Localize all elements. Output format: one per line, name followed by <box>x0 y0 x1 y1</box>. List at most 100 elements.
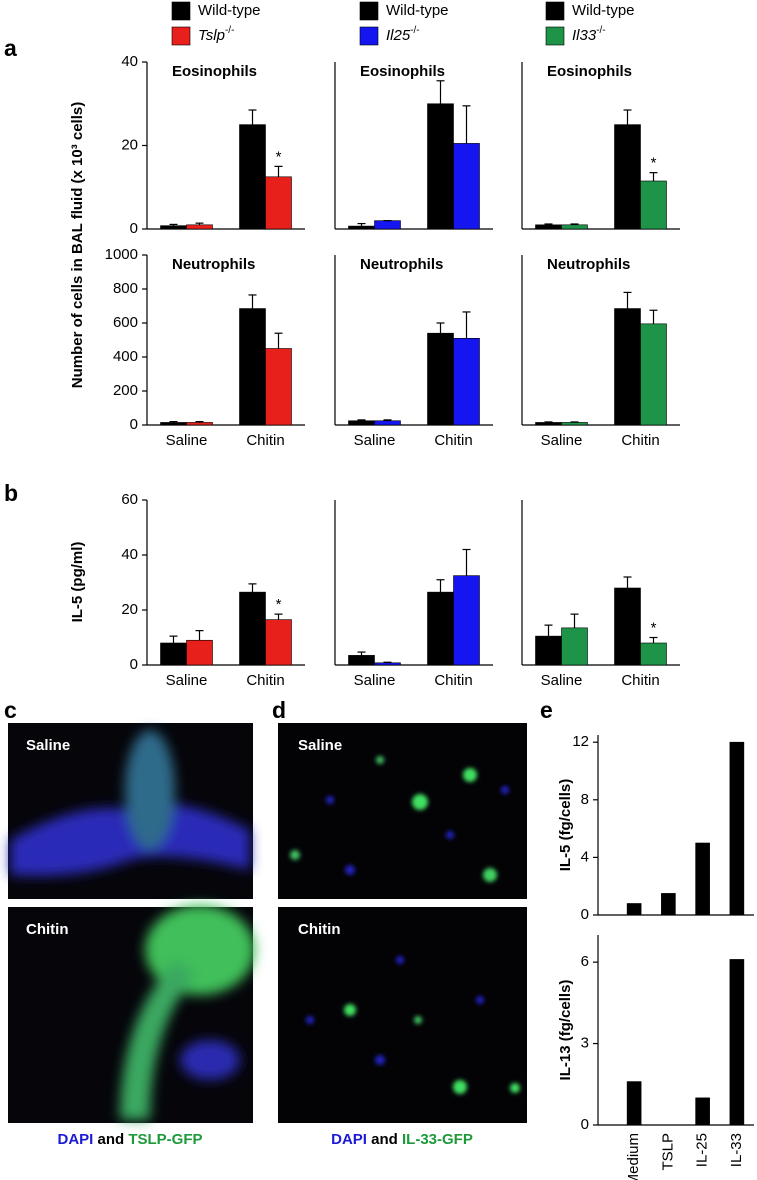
bar <box>186 422 213 426</box>
error-bar <box>570 223 579 225</box>
bar <box>453 575 480 666</box>
panel-label: a <box>4 35 17 61</box>
error-bar <box>623 576 632 588</box>
panel-label: b <box>4 480 18 506</box>
bar <box>640 323 667 426</box>
chart-title: Eosinophils <box>547 63 632 80</box>
bar <box>265 176 292 230</box>
image-label: Chitin <box>298 921 341 938</box>
x-tick-label: Chitin <box>621 672 659 689</box>
bar <box>374 662 401 666</box>
bar <box>695 842 710 916</box>
y-tick-label: 40 <box>121 53 138 70</box>
y-axis-label: IL-13 (fg/cells) <box>557 980 574 1081</box>
legend-sup: -/- <box>596 25 605 36</box>
x-tick-label: IL-25 <box>694 1133 711 1167</box>
caption-word: TSLP-GFP <box>128 1131 202 1148</box>
x-tick-label: Saline <box>166 432 208 449</box>
legend-name: Il33 <box>572 27 597 44</box>
bar <box>661 893 676 916</box>
y-tick-label: 600 <box>113 314 138 331</box>
error-bar <box>649 309 658 324</box>
bar <box>561 627 588 666</box>
panel-label: e <box>540 697 553 723</box>
x-tick-label: IL-33 <box>728 1133 745 1167</box>
error-bar <box>544 421 553 423</box>
y-axis-label: IL-5 (pg/ml) <box>69 542 86 623</box>
legend-label: Wild-type <box>572 2 635 19</box>
caption-word: DAPI <box>57 1131 93 1148</box>
error-bar <box>436 322 445 334</box>
y-tick-label: 20 <box>121 601 138 618</box>
error-bar <box>436 579 445 593</box>
bar <box>160 225 187 230</box>
x-tick-label: Saline <box>166 672 208 689</box>
bar <box>695 1097 710 1126</box>
micrograph <box>278 723 527 899</box>
error-bar <box>248 294 257 309</box>
error-bar <box>274 613 283 620</box>
legend-name: Tslp <box>198 27 225 44</box>
legend-swatch <box>545 1 565 21</box>
image-label: Saline <box>26 737 70 754</box>
error-bar <box>274 332 283 349</box>
bar <box>265 348 292 426</box>
x-tick-label: Chitin <box>246 432 284 449</box>
legend-label: Il33-/- <box>572 25 606 44</box>
error-bar <box>248 109 257 125</box>
bar <box>614 308 641 426</box>
y-tick-label: 6 <box>581 953 589 970</box>
bar <box>374 420 401 426</box>
x-tick-label: Chitin <box>434 672 472 689</box>
y-tick-label: 3 <box>581 1035 589 1052</box>
y-tick-label: 12 <box>572 733 589 750</box>
bar <box>626 903 642 916</box>
y-tick-label: 400 <box>113 348 138 365</box>
legend-swatch <box>171 1 191 21</box>
caption: DAPI and TSLP-GFP <box>57 1131 202 1148</box>
error-bar <box>462 311 471 339</box>
error-bar <box>462 548 471 576</box>
error-bar <box>623 291 632 309</box>
caption-word: and <box>98 1131 125 1148</box>
error-bar <box>383 419 392 421</box>
image-label: Saline <box>298 737 342 754</box>
error-bar <box>649 172 658 181</box>
caption-word: IL-33-GFP <box>402 1131 473 1148</box>
y-tick-label: 0 <box>130 656 138 673</box>
error-bar <box>195 222 204 225</box>
error-bar <box>623 109 632 125</box>
error-bar <box>570 613 579 628</box>
y-tick-label: 60 <box>121 491 138 508</box>
bar <box>160 422 187 426</box>
bar <box>348 655 375 666</box>
error-bar <box>462 105 471 144</box>
legend-swatch <box>359 1 379 21</box>
caption-word: DAPI <box>331 1131 367 1148</box>
bar <box>640 642 667 666</box>
chart-title: Neutrophils <box>172 256 255 273</box>
bar <box>186 224 213 230</box>
y-tick-label: 0 <box>581 906 589 923</box>
error-bar <box>357 222 366 227</box>
error-bar <box>169 635 178 643</box>
bar <box>427 103 454 230</box>
error-bar <box>169 223 178 226</box>
bar <box>561 224 588 230</box>
x-tick-label: Saline <box>541 672 583 689</box>
image-label: Chitin <box>26 921 69 938</box>
bar <box>561 422 588 426</box>
x-tick-label: Chitin <box>621 432 659 449</box>
legend-swatch <box>545 26 565 46</box>
bar <box>614 587 641 666</box>
bar <box>186 639 213 666</box>
bar <box>265 619 292 666</box>
y-tick-label: 20 <box>121 136 138 153</box>
legend-label: Wild-type <box>198 2 261 19</box>
x-tick-label: TSLP <box>659 1133 676 1171</box>
panel-label: c <box>4 697 17 723</box>
x-tick-label: Saline <box>354 672 396 689</box>
error-bar <box>436 80 445 104</box>
y-tick-label: 40 <box>121 546 138 563</box>
